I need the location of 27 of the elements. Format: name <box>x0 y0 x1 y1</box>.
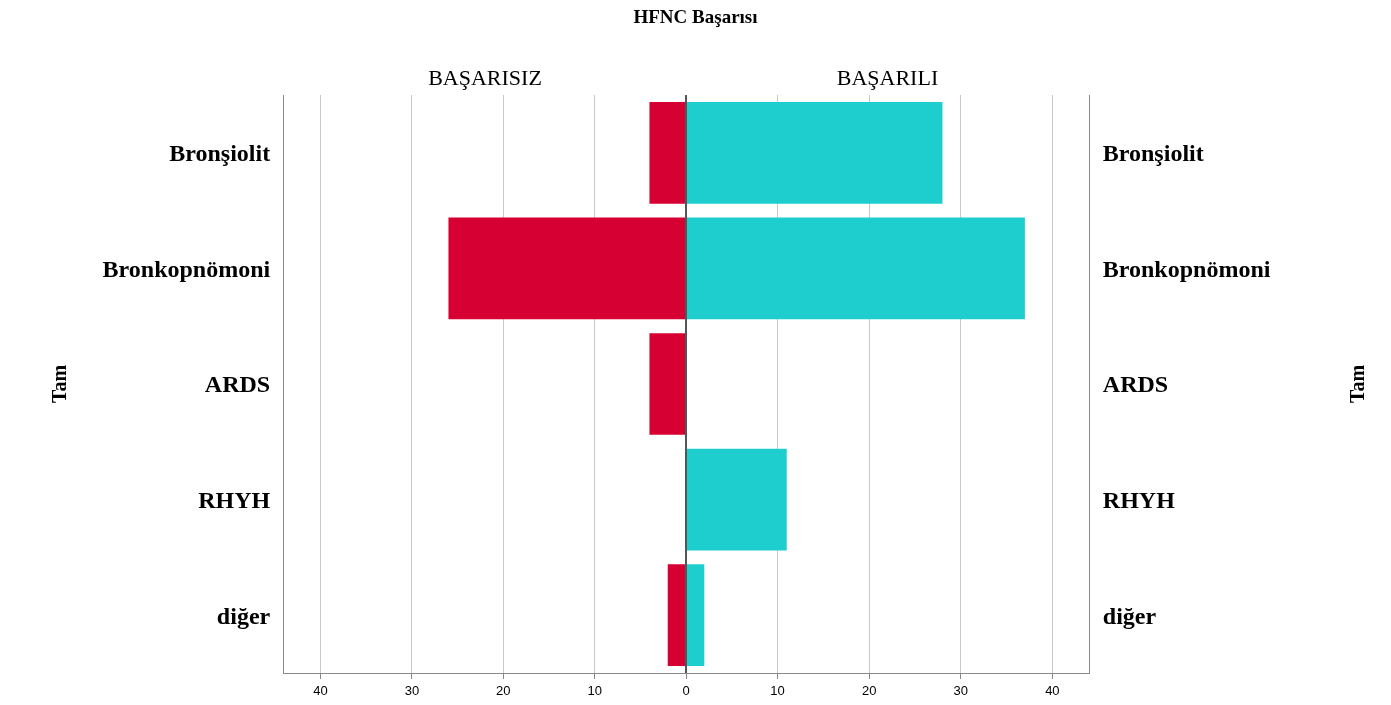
chart-subtitle: BAŞARILI <box>836 65 939 90</box>
bar <box>649 101 686 204</box>
x-tick-label: 30 <box>404 682 420 698</box>
x-tick-label: 20 <box>496 682 511 698</box>
y-tick-label: diğer <box>1102 602 1157 629</box>
y-tick-label: ARDS <box>204 371 271 398</box>
bar <box>686 448 787 551</box>
chart-title: HFNC Başarısı <box>632 6 759 28</box>
x-tick-label: 40 <box>1045 682 1060 698</box>
y-axis-title: Tam <box>48 364 71 404</box>
chart-subtitle: BAŞARISIZ <box>428 65 542 90</box>
x-tick-label: 0 <box>682 682 690 698</box>
y-tick-label: RHYH <box>1102 487 1176 513</box>
y-tick-label: ARDS <box>1102 371 1169 398</box>
y-tick-label: RHYH <box>198 487 271 513</box>
bar <box>649 333 686 435</box>
y-tick-label: diğer <box>216 602 271 629</box>
y-tick-label: Bronşiolit <box>1102 140 1204 167</box>
x-tick-label: 30 <box>953 682 968 698</box>
y-tick-label: Bronşiolit <box>169 140 271 167</box>
x-tick-label: 40 <box>313 682 328 698</box>
x-tick-label: 20 <box>861 682 877 698</box>
y-tick-label: Bronkopnömoni <box>1102 255 1271 282</box>
y-tick-label: Bronkopnömoni <box>102 255 271 282</box>
x-tick-label: 10 <box>770 682 785 698</box>
x-tick-label: 10 <box>587 682 602 698</box>
y-axis-title: Tam <box>1346 364 1369 404</box>
